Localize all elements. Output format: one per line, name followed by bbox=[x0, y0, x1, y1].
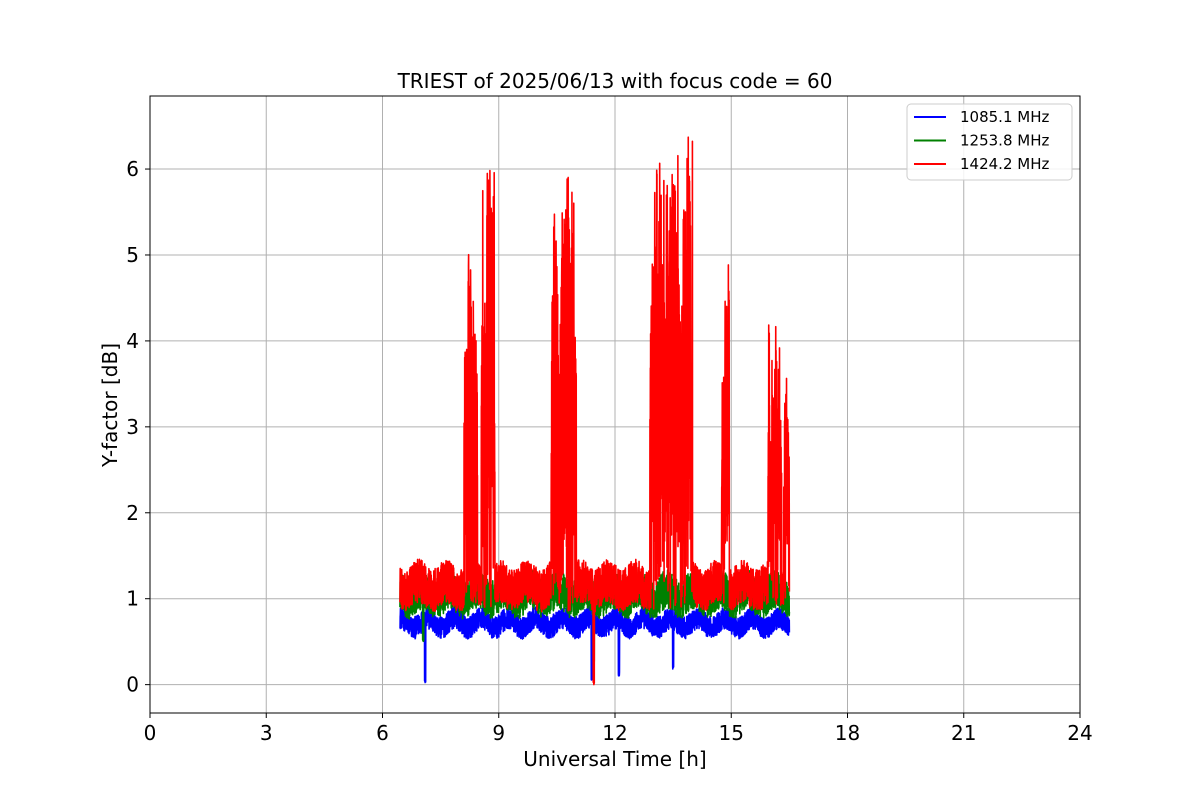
legend-label: 1085.1 MHz bbox=[960, 108, 1049, 126]
x-tick-label: 0 bbox=[144, 721, 157, 745]
x-axis-label: Universal Time [h] bbox=[523, 747, 706, 771]
x-tick-label: 12 bbox=[602, 721, 627, 745]
legend-label: 1253.8 MHz bbox=[960, 132, 1049, 150]
x-tick-label: 15 bbox=[719, 721, 744, 745]
x-tick-label: 18 bbox=[835, 721, 860, 745]
x-tick-label: 9 bbox=[492, 721, 505, 745]
y-tick-label: 3 bbox=[126, 415, 139, 439]
x-tick-label: 21 bbox=[951, 721, 976, 745]
x-tick-label: 6 bbox=[376, 721, 389, 745]
legend-box bbox=[906, 103, 1073, 181]
y-tick-label: 2 bbox=[126, 501, 139, 525]
y-axis-label: Y-factor [dB] bbox=[98, 343, 122, 468]
chart-title: TRIEST of 2025/06/13 with focus code = 6… bbox=[397, 69, 833, 93]
y-tick-label: 5 bbox=[126, 243, 139, 267]
y-tick-label: 0 bbox=[126, 673, 139, 697]
series-line-1424-2-mhz bbox=[399, 136, 791, 686]
legend: 1085.1 MHz 1253.8 MHz 1424.2 MHz bbox=[906, 103, 1073, 181]
series-layer bbox=[399, 136, 791, 686]
y-tick-label: 6 bbox=[126, 157, 139, 181]
x-tick-label: 24 bbox=[1067, 721, 1092, 745]
x-tick-label: 3 bbox=[260, 721, 273, 745]
y-tick-label: 1 bbox=[126, 587, 139, 611]
y-tick-label: 4 bbox=[126, 329, 139, 353]
legend-label: 1424.2 MHz bbox=[960, 155, 1049, 173]
